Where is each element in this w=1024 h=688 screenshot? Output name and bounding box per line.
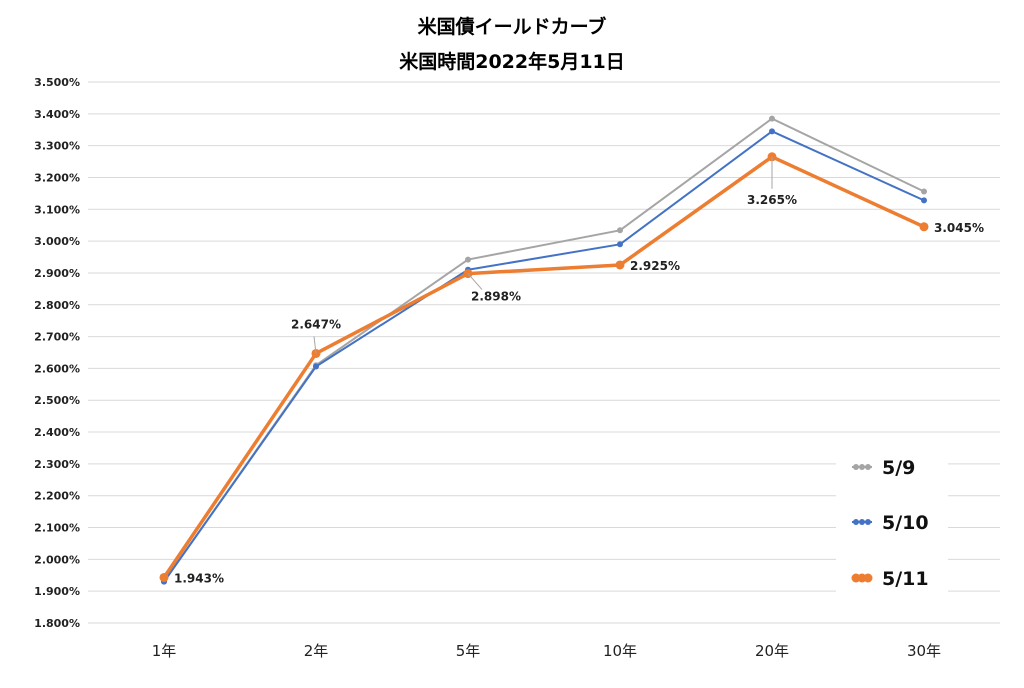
data-label: 2.647% [291, 317, 341, 331]
data-label: 3.045% [934, 221, 984, 235]
data-point [159, 572, 169, 582]
chart-subtitle: 米国時間2022年5月11日 [399, 50, 625, 73]
x-tick-label: 10年 [603, 642, 637, 660]
x-tick-label: 2年 [304, 642, 329, 660]
legend-item: 5/9 [852, 457, 915, 479]
x-tick-label: 30年 [907, 642, 941, 660]
data-point [921, 197, 927, 204]
series-line-5-9 [163, 117, 925, 583]
y-tick-label: 2.900% [34, 267, 80, 280]
data-label: 2.898% [471, 290, 521, 304]
data-label: 1.943% [174, 571, 224, 585]
data-point [769, 115, 775, 122]
legend: 5/9 5/10 5/11 [836, 443, 948, 605]
y-tick-label: 2.100% [34, 522, 80, 535]
data-point [313, 363, 319, 370]
y-tick-label: 2.300% [34, 458, 80, 471]
y-tick-label: 3.100% [34, 203, 80, 216]
series-lines [159, 115, 929, 585]
y-axis-ticks: 1.800% 1.900% 2.000% 2.100% 2.200% 2.300% 2.40… [34, 76, 80, 630]
y-tick-label: 1.900% [34, 585, 80, 598]
legend-swatch-marker [863, 573, 873, 583]
y-tick-label: 2.700% [34, 331, 80, 344]
data-point [769, 128, 775, 135]
legend-item: 5/10 [852, 512, 929, 534]
y-tick-label: 2.800% [34, 299, 80, 312]
series-line-5-10 [163, 130, 925, 583]
data-point [465, 256, 471, 263]
legend-label: 5/11 [882, 568, 929, 590]
legend-swatch-marker [865, 519, 871, 525]
x-tick-label: 20年 [755, 642, 789, 660]
legend-swatch-marker [853, 464, 859, 470]
data-point [617, 227, 623, 234]
y-tick-label: 3.400% [34, 108, 80, 121]
data-label-leaders [313, 156, 773, 354]
legend-swatch-marker [865, 464, 871, 470]
y-tick-label: 2.600% [34, 362, 80, 375]
x-tick-label: 1年 [152, 642, 177, 660]
legend-swatch-marker [859, 464, 865, 470]
data-label: 3.265% [747, 193, 797, 207]
legend-swatch-marker [859, 519, 865, 525]
legend-label: 5/10 [882, 512, 929, 534]
y-tick-label: 2.500% [34, 394, 80, 407]
y-tick-label: 3.000% [34, 235, 80, 248]
series-line-5-11 [162, 155, 925, 579]
y-tick-label: 3.200% [34, 171, 80, 184]
legend-label: 5/9 [882, 457, 915, 479]
data-labels: 1.943% 2.647% 2.898% 2.925% 3.265% 3.045% [174, 193, 984, 586]
y-tick-label: 3.500% [34, 76, 80, 89]
label-leader-line [313, 336, 317, 354]
data-label: 2.925% [630, 259, 680, 273]
data-point [921, 188, 927, 195]
y-tick-label: 2.000% [34, 553, 80, 566]
y-tick-label: 2.400% [34, 426, 80, 439]
y-tick-label: 3.300% [34, 140, 80, 153]
x-tick-label: 5年 [456, 642, 481, 660]
legend-item: 5/11 [851, 568, 929, 590]
legend-swatch-marker [853, 519, 859, 525]
y-tick-label: 1.800% [34, 617, 80, 630]
chart-title: 米国債イールドカーブ [418, 15, 607, 38]
data-point [615, 260, 625, 270]
label-leader-line [467, 273, 483, 290]
data-point [919, 222, 929, 232]
y-tick-label: 2.200% [34, 490, 80, 503]
data-point [617, 241, 623, 248]
x-axis-ticks: 1年 2年 5年 10年 20年 30年 [152, 642, 941, 660]
